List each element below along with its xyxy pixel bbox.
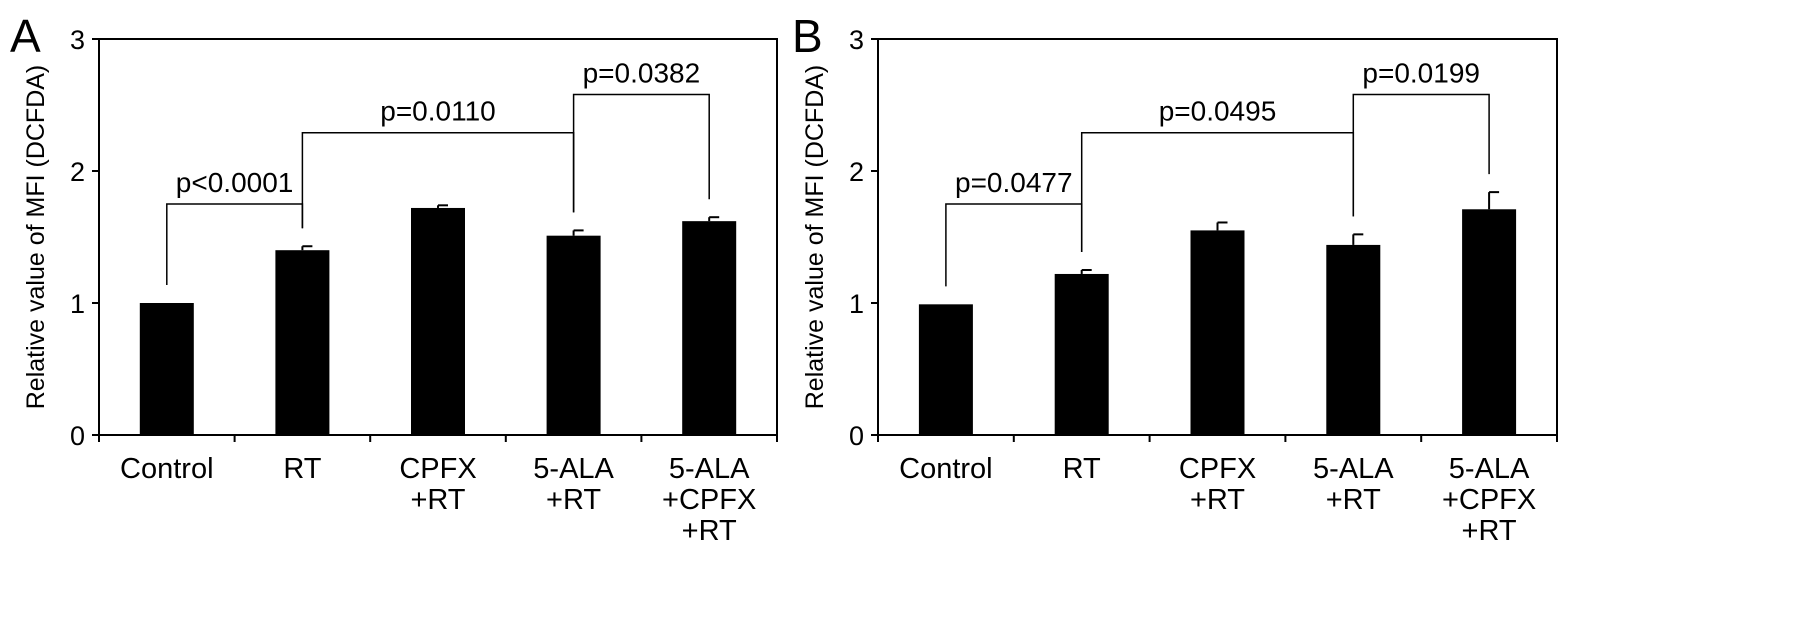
p-value-label: p<0.0001 [176, 167, 294, 198]
bar [1326, 244, 1381, 435]
y-axis-label: Relative value of MFI (DCFDA) [801, 65, 829, 410]
bar [411, 207, 465, 435]
category-label: Control [899, 453, 993, 485]
category-label: 5-ALA +CPFX +RT [662, 453, 756, 547]
y-tick-label: 3 [849, 25, 864, 55]
category-label: 5-ALA +RT [533, 453, 614, 516]
p-value-label: p=0.0477 [955, 167, 1073, 198]
y-tick-label: 0 [70, 421, 85, 451]
y-tick-label: 1 [70, 289, 85, 319]
category-label: CPFX +RT [399, 453, 476, 516]
bar [918, 304, 973, 435]
y-tick-label: 2 [849, 157, 864, 187]
p-value-label: p=0.0110 [380, 96, 496, 127]
significance-bracket [1352, 93, 1490, 217]
bar [1462, 209, 1517, 435]
category-label: Control [120, 453, 214, 485]
y-tick-label: 2 [70, 157, 85, 187]
bar [1190, 230, 1245, 435]
chart-panel-a: A 0 1 2 3 Relative value of MFI (DCFDA) Contr… [10, 10, 778, 547]
panel-label-b: B [792, 10, 823, 62]
p-value-label: p=0.0382 [583, 57, 701, 88]
y-axis-label: Relative value of MFI (DCFDA) [22, 65, 50, 410]
bar [275, 250, 330, 435]
significance-bracket [572, 93, 710, 213]
y-tick-label: 3 [70, 25, 85, 55]
bar [682, 221, 737, 435]
category-label: RT [1063, 453, 1101, 485]
p-value-label: p=0.0199 [1362, 57, 1480, 88]
panel-label-a: A [10, 10, 41, 62]
bar [546, 235, 601, 435]
category-label: CPFX +RT [1179, 453, 1256, 516]
y-tick-label: 0 [849, 421, 864, 451]
p-value-label: p=0.0495 [1159, 96, 1277, 127]
bar [1054, 273, 1109, 435]
chart-panel-b: B 0 1 2 3 Relative value of MFI (DCFDA) Contr… [792, 10, 1558, 547]
category-label: 5-ALA +CPFX +RT [1442, 453, 1536, 547]
y-tick-label: 1 [849, 289, 864, 319]
category-label: 5-ALA +RT [1313, 453, 1394, 516]
bar [139, 303, 194, 435]
category-label: RT [283, 453, 321, 485]
